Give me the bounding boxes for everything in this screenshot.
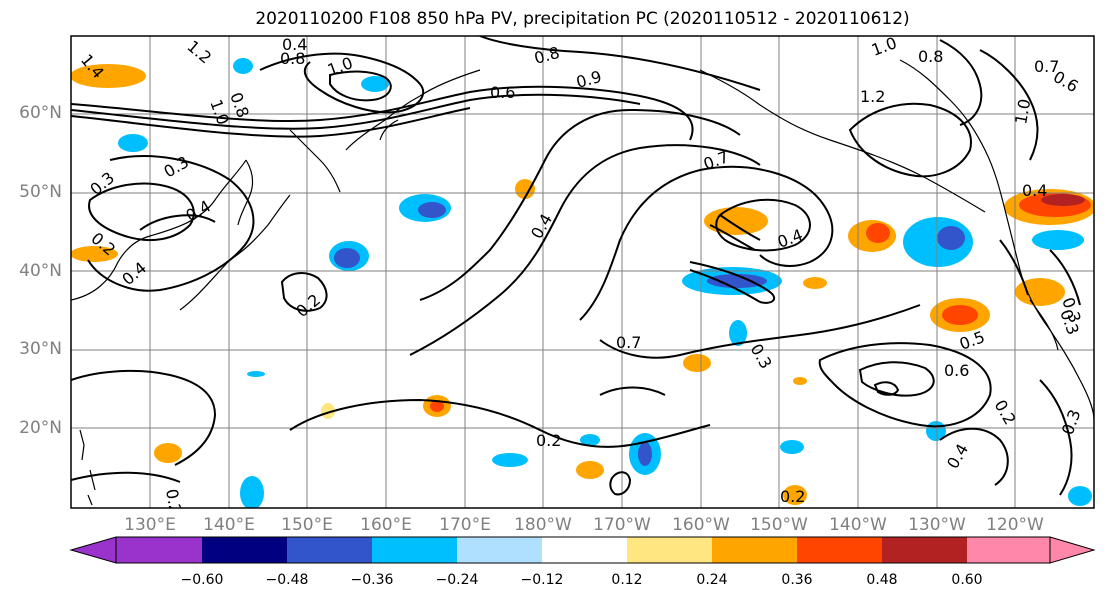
colorbar-tick-label: −0.24 [435, 572, 479, 588]
contour-label: 0.4 [282, 35, 307, 54]
precip-positive-blob [1015, 278, 1065, 306]
contour-label: 0.7 [1034, 57, 1059, 76]
colorbar-tick-label: −0.48 [265, 572, 309, 588]
precip-positive-blob [321, 403, 335, 419]
lon-label: 180°W [514, 515, 572, 535]
contour-label: 0.2 [536, 431, 561, 450]
precip-negative-blob [780, 440, 804, 454]
precip-negative-blob [937, 226, 965, 250]
precip-negative-blob [247, 371, 265, 377]
colorbar-segment [712, 537, 797, 563]
colorbar-extend-low [69, 536, 117, 564]
precip-negative-blob [729, 320, 747, 346]
lat-label: 30°N [19, 339, 62, 359]
lon-label: 150°E [281, 515, 333, 535]
contour-label: 0.4 [1022, 181, 1047, 200]
precip-negative-blob [233, 58, 253, 74]
precip-positive-blob [803, 277, 827, 289]
lon-label: 140°W [829, 515, 887, 535]
precip-negative-blob [638, 442, 652, 466]
precip-negative-blob [118, 134, 148, 152]
lat-label: 60°N [19, 103, 62, 123]
colorbar-segment [627, 537, 712, 563]
contour-label: 0.8 [280, 49, 305, 68]
contour-label: 1.2 [860, 87, 885, 106]
colorbar-segment [287, 537, 372, 563]
colorbar-tick-label: 0.36 [781, 572, 813, 588]
precip-positive-blob [866, 223, 890, 243]
contour-label: 0.2 [162, 487, 185, 515]
precip-positive-blob [71, 246, 118, 262]
precip-negative-blob [240, 476, 264, 508]
lon-label: 150°W [750, 515, 808, 535]
colorbar-extend-high [1049, 536, 1096, 564]
lon-label: 170°W [593, 515, 651, 535]
colorbar-tick-label: 0.60 [951, 572, 983, 588]
colorbar-segment [967, 537, 1050, 563]
precip-positive-blob [942, 305, 978, 325]
colorbar-tick-label: 0.24 [696, 572, 728, 588]
lon-label: 120°W [986, 515, 1044, 535]
precip-positive-blob [783, 485, 807, 505]
contour-label: 1.0 [869, 33, 899, 60]
contour-label: 0.6 [944, 361, 969, 380]
contour-label: 0.7 [616, 333, 641, 352]
precip-positive-blob [793, 377, 807, 385]
map-frame [71, 36, 1094, 508]
lon-label: 130°E [124, 515, 176, 535]
lat-label: 40°N [19, 261, 62, 281]
colorbar-segment [797, 537, 882, 563]
contour-label: 0.2 [780, 487, 805, 506]
precip-positive-blob [154, 443, 182, 463]
lon-label: 160°W [672, 515, 730, 535]
precip-negative-blob [707, 274, 767, 288]
colorbar-tick-label: −0.60 [180, 572, 224, 588]
map-title: 2020110200 F108 850 hPa PV, precipitatio… [255, 9, 910, 29]
precip-negative-blob [580, 434, 600, 446]
precip-negative-blob [1068, 486, 1092, 506]
precip-positive-blob [683, 354, 711, 372]
precip-negative-blob [361, 76, 389, 92]
lon-label: 140°E [203, 515, 255, 535]
lon-label: 170°E [439, 515, 491, 535]
colorbar-segment [202, 537, 287, 563]
contour-label: 0.6 [490, 83, 515, 102]
lon-label: 130°W [908, 515, 966, 535]
contour-label: 0.8 [918, 47, 943, 66]
colorbar-segment [882, 537, 967, 563]
colorbar-tick-label: 0.48 [866, 572, 898, 588]
colorbar-segment [116, 537, 202, 563]
colorbar-segment [457, 537, 542, 563]
lon-label: 160°E [360, 515, 412, 535]
pv-contours [71, 36, 1081, 496]
precip-positive-blob [71, 64, 146, 88]
graticule [71, 36, 1094, 508]
precip-positive-blob [515, 179, 535, 199]
colorbar-segment [372, 537, 457, 563]
precip-positive-blob [704, 207, 768, 235]
lat-label: 50°N [19, 182, 62, 202]
precip-positive-blob [430, 400, 444, 412]
colorbar [69, 536, 1096, 564]
colorbar-tick-label: −0.12 [520, 572, 564, 588]
colorbar-tick-label: 0.12 [611, 572, 643, 588]
precip-negative-blob [492, 453, 528, 467]
precip-negative-blob [334, 248, 360, 268]
precip-positive-blob [1041, 194, 1085, 206]
precipitation-shading [71, 58, 1094, 508]
precip-negative-blob [1032, 230, 1084, 250]
colorbar-tick-label: −0.36 [350, 572, 394, 588]
contour-label: 1.0 [1011, 97, 1034, 125]
colorbar-segment [542, 537, 627, 563]
lat-label: 20°N [19, 418, 62, 438]
precip-positive-blob [576, 461, 604, 479]
precip-negative-blob [418, 202, 446, 218]
